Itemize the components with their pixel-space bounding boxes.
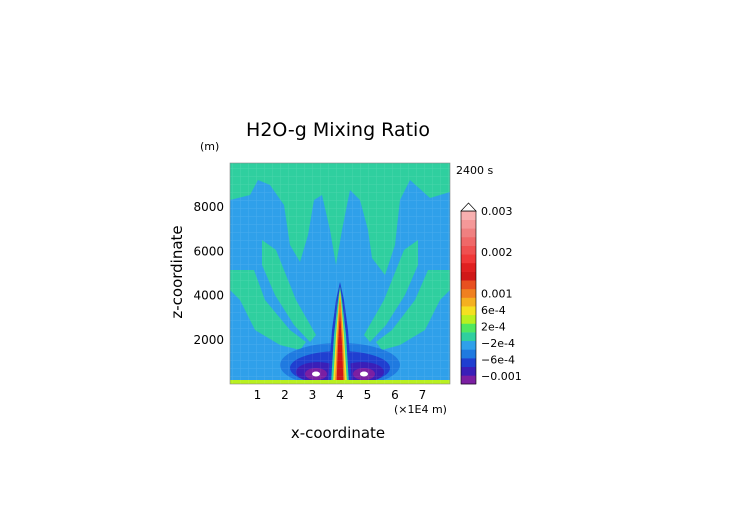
colorbar-label: 2e-4	[481, 320, 506, 333]
x-tick-label: 1	[254, 388, 262, 402]
y-tick-label: 2000	[193, 333, 224, 347]
y-axis-label: z-coordinate	[168, 225, 186, 318]
colorbar-swatch	[461, 254, 476, 264]
colorbar-swatch	[461, 245, 476, 255]
colorbar-extend-arrow	[460, 202, 477, 212]
colorbar-swatch	[461, 280, 476, 290]
colorbar-swatch	[461, 314, 476, 324]
colorbar-swatch	[461, 332, 476, 342]
colorbar-label: 0.003	[481, 205, 513, 218]
colorbar-label: 0.002	[481, 246, 513, 259]
colorbar-label: −6e-4	[481, 353, 515, 366]
colorbar-swatch	[461, 288, 476, 298]
x-tick-label: 4	[336, 388, 344, 402]
y-unit-label: (m)	[200, 140, 219, 153]
colorbar: 0.003 0.002 0.001 6e-4 2e-4 −2e-4 −6e-4 −0.001	[460, 202, 522, 385]
chart-title: H2O-g Mixing Ratio	[246, 119, 430, 141]
x-tick-label: 3	[309, 388, 317, 402]
time-label: 2400 s	[456, 164, 493, 177]
colorbar-label: −2e-4	[481, 337, 515, 350]
colorbar-swatch	[461, 306, 476, 316]
y-tick-label: 6000	[193, 244, 224, 258]
y-tick-label: 4000	[193, 289, 224, 303]
colorbar-label: 6e-4	[481, 304, 506, 317]
colorbar-swatch	[461, 228, 476, 238]
colorbar-label: 0.001	[481, 287, 513, 300]
x-tick-label: 5	[364, 388, 372, 402]
y-tick-label: 8000	[193, 200, 224, 214]
colorbar-swatch	[461, 375, 476, 385]
x-ticks: 1 2 3 4 5 6 7	[254, 388, 427, 402]
colorbar-swatch	[461, 236, 476, 246]
colorbar-swatch	[461, 297, 476, 307]
colorbar-swatch	[461, 211, 476, 220]
colorbar-label: −0.001	[481, 370, 522, 383]
heatmap-field	[230, 163, 450, 384]
colorbar-swatch	[461, 349, 476, 359]
x-axis-label: x-coordinate	[291, 424, 385, 442]
x-tick-label: 7	[419, 388, 427, 402]
x-tick-label: 6	[391, 388, 399, 402]
colorbar-swatch	[461, 271, 476, 281]
grid-overlay	[230, 163, 450, 384]
y-ticks: 2000 4000 6000 8000	[193, 200, 224, 347]
colorbar-swatch	[461, 358, 476, 367]
x-unit-label: (×1E4 m)	[394, 403, 447, 416]
plot-frame	[229, 162, 451, 385]
x-tick-label: 2	[281, 388, 289, 402]
colorbar-swatch	[461, 323, 476, 333]
colorbar-swatch	[461, 366, 476, 376]
colorbar-swatch	[461, 219, 476, 229]
colorbar-swatch	[461, 262, 476, 272]
colorbar-swatch	[461, 340, 476, 350]
